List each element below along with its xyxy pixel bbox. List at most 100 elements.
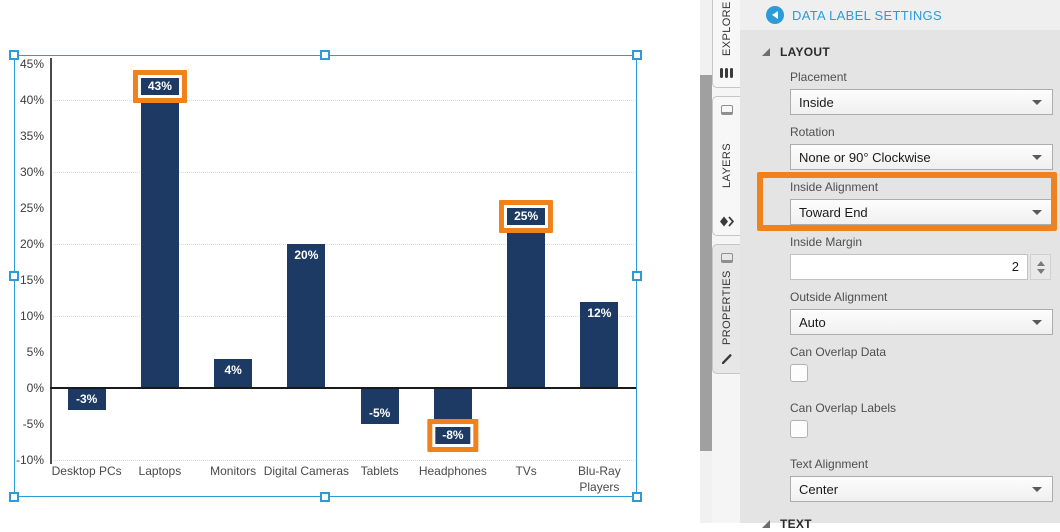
back-button[interactable]	[766, 6, 784, 24]
data-label[interactable]: -8%	[435, 426, 471, 444]
outside-alignment-dropdown[interactable]: Auto	[790, 309, 1053, 335]
properties-panel: DATA LABEL SETTINGS LAYOUT Placement Insid…	[740, 0, 1060, 531]
vertical-scrollbar-thumb[interactable]	[700, 75, 712, 451]
panel-title: DATA LABEL SETTINGS	[792, 7, 942, 23]
can-overlap-labels-checkbox[interactable]	[790, 420, 808, 438]
dropdown-value: Auto	[799, 314, 826, 330]
bar-laptops[interactable]	[140, 78, 179, 387]
data-label[interactable]: 25%	[507, 208, 546, 225]
back-arrow-icon	[771, 11, 778, 19]
data-label-highlight-box: 43%	[132, 70, 187, 104]
field-label: Rotation	[790, 125, 835, 139]
tab-label: PROPERTIES	[720, 270, 733, 346]
field-can-overlap-labels: Can Overlap Labels	[790, 401, 1053, 438]
gridline	[51, 100, 636, 101]
stepper-up-icon[interactable]	[1036, 260, 1045, 266]
field-label: Outside Alignment	[790, 290, 888, 304]
y-axis-tick-label: 20%	[19, 237, 44, 251]
dropdown-value: Inside	[799, 94, 834, 110]
inside-margin-input[interactable]: 2	[790, 254, 1028, 280]
selection-handle-top-center[interactable]	[320, 50, 330, 60]
tab-layers[interactable]: LAYERS	[712, 96, 740, 236]
y-axis-tick-label: 15%	[19, 273, 44, 287]
side-tab-strip: EXPLORE LAYERS PROPERTIES	[712, 0, 740, 523]
section-header-text[interactable]: TEXT	[762, 516, 1060, 532]
tab-label: LAYERS	[720, 143, 733, 188]
stepper-down-icon[interactable]	[1036, 268, 1045, 274]
bar-tvs[interactable]	[507, 208, 546, 387]
x-axis-category-label: Headphones	[418, 464, 487, 478]
bar-tablets[interactable]	[360, 389, 399, 424]
selection-handle-top-right[interactable]	[632, 50, 642, 60]
panel-icon	[720, 105, 733, 115]
chevron-down-icon	[1032, 486, 1042, 492]
y-axis-tick-label: 0%	[26, 381, 44, 395]
y-axis-tick-label: -10%	[15, 453, 44, 467]
panel-icon	[720, 253, 733, 263]
y-axis-tick-label: 5%	[26, 345, 44, 359]
field-can-overlap-data: Can Overlap Data	[790, 345, 1053, 382]
data-label[interactable]: 12%	[587, 305, 612, 320]
tab-label: EXPLORE	[720, 1, 733, 57]
inside-margin-stepper[interactable]	[1030, 254, 1051, 280]
section-title: TEXT	[780, 517, 812, 531]
expander-triangle-icon	[762, 520, 770, 528]
bar-blu-ray-players[interactable]	[580, 301, 619, 387]
field-inside-alignment: Inside Alignment Toward End	[757, 172, 1057, 231]
y-axis-tick-label: 40%	[19, 93, 44, 107]
placement-dropdown[interactable]: Inside	[790, 89, 1053, 115]
y-axis-line	[50, 58, 52, 464]
y-axis-tick-label: 10%	[19, 309, 44, 323]
data-label[interactable]: -3%	[75, 391, 98, 406]
field-label: Inside Alignment	[790, 180, 879, 194]
selection-handle-bottom-left[interactable]	[9, 492, 19, 502]
x-axis-category-label: Desktop PCs	[51, 464, 122, 478]
y-axis-tick-label: -5%	[22, 417, 44, 431]
cylinder-icon	[720, 67, 733, 79]
dropdown-value: Toward End	[799, 204, 868, 220]
chevron-down-icon	[1032, 154, 1042, 160]
data-label[interactable]: 43%	[140, 78, 179, 96]
y-axis-tick-label: 45%	[19, 57, 44, 71]
field-outside-alignment: Outside Alignment Auto	[790, 290, 1053, 335]
field-label: Placement	[790, 70, 847, 84]
panel-header: DATA LABEL SETTINGS	[740, 0, 1060, 30]
selection-handle-top-left[interactable]	[9, 50, 19, 60]
x-axis-category-label: Monitors	[210, 464, 257, 478]
gridline	[51, 172, 636, 173]
tab-properties[interactable]: PROPERTIES	[712, 244, 740, 374]
bar-chart[interactable]: 45% 40% 35% 30% 25% 20% 15% 10% 5% 0% -5% -10% -3% De…	[0, 0, 700, 523]
field-label: Can Overlap Labels	[790, 401, 897, 415]
y-axis-tick-label: 30%	[19, 165, 44, 179]
data-label[interactable]: 4%	[224, 363, 242, 378]
x-axis-category-label: Laptops	[138, 464, 182, 478]
data-label[interactable]: -5%	[368, 406, 391, 420]
layers-diamond-icon	[719, 216, 734, 227]
chevron-down-icon	[1032, 99, 1042, 105]
selection-handle-middle-right[interactable]	[632, 271, 642, 281]
section-header-layout[interactable]: LAYOUT	[762, 44, 1060, 60]
field-placement: Placement Inside	[790, 70, 1053, 115]
inside-alignment-dropdown[interactable]: Toward End	[790, 199, 1053, 225]
selection-handle-bottom-right[interactable]	[632, 492, 642, 502]
design-canvas: 45% 40% 35% 30% 25% 20% 15% 10% 5% 0% -5% -10% -3% De…	[0, 0, 700, 523]
bar-digital-cameras[interactable]	[287, 244, 326, 387]
y-axis-tick-label: 25%	[19, 201, 44, 215]
x-axis-category-label: Blu-Ray Players	[578, 464, 621, 494]
rotation-dropdown[interactable]: None or 90° Clockwise	[790, 144, 1053, 170]
chevron-down-icon	[1032, 319, 1042, 325]
tab-explore[interactable]: EXPLORE	[712, 0, 740, 88]
field-label: Can Overlap Data	[790, 345, 887, 359]
data-label[interactable]: 20%	[294, 248, 319, 262]
bar-monitors[interactable]	[214, 359, 253, 387]
bar-desktop-pcs[interactable]	[67, 389, 106, 410]
selection-handle-middle-left[interactable]	[9, 271, 19, 281]
panel-body: LAYOUT Placement Inside Rotation None or 90°…	[740, 44, 1060, 532]
gridline	[51, 316, 636, 317]
can-overlap-data-checkbox[interactable]	[790, 364, 808, 382]
zero-axis-line	[50, 387, 636, 389]
text-alignment-dropdown[interactable]: Center	[790, 476, 1053, 502]
data-label-highlight-box: -8%	[427, 418, 479, 452]
selection-handle-bottom-center[interactable]	[320, 492, 330, 502]
pencil-icon	[721, 353, 733, 365]
